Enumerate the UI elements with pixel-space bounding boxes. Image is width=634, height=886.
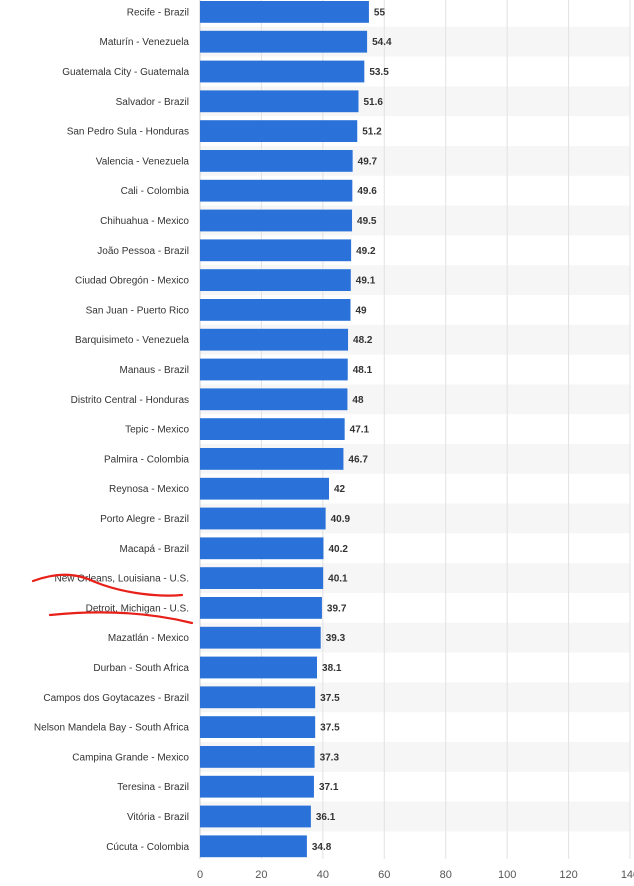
bar (200, 626, 321, 649)
bar (200, 477, 329, 500)
annotation-underline-detroit (48, 611, 194, 625)
category-label: Tepic - Mexico (125, 425, 189, 436)
bar (200, 90, 359, 113)
x-tick-label: 40 (317, 869, 329, 881)
value-label: 55 (374, 7, 386, 18)
bar (200, 239, 352, 262)
category-label: Campina Grande - Mexico (72, 752, 189, 763)
category-label: Barquisimeto - Venezuela (75, 335, 189, 346)
category-label: Nelson Mandela Bay - South Africa (34, 723, 190, 734)
value-label: 36.1 (316, 812, 336, 823)
value-label: 42 (334, 484, 346, 495)
value-label: 37.5 (320, 723, 340, 734)
category-label: Chihuahua - Mexico (100, 216, 189, 227)
bar (200, 656, 318, 679)
value-label: 39.3 (326, 633, 346, 644)
category-label: San Pedro Sula - Honduras (67, 127, 189, 138)
category-label: Teresina - Brazil (117, 782, 189, 793)
value-label: 37.5 (320, 693, 340, 704)
category-label: Maturín - Venezuela (100, 37, 190, 48)
bar (200, 1, 369, 23)
value-label: 48 (352, 395, 364, 406)
bar (200, 686, 316, 709)
value-label: 49 (356, 305, 368, 316)
value-label: 49.2 (356, 246, 376, 257)
bar (200, 567, 324, 589)
bar (200, 507, 326, 530)
bar (200, 418, 345, 440)
bar (200, 179, 353, 202)
value-label: 49.1 (356, 276, 376, 287)
bar (200, 448, 344, 470)
value-label: 38.1 (322, 663, 342, 674)
value-label: 51.6 (363, 97, 383, 108)
category-label: Cali - Colombia (121, 186, 190, 197)
category-label: New Orleans, Louisiana - U.S. (54, 574, 189, 585)
category-label: Distrito Central - Honduras (71, 395, 189, 406)
bar (200, 60, 365, 83)
category-label: Valencia - Venezuela (96, 156, 190, 167)
category-label: Campos dos Goytacazes - Brazil (43, 693, 189, 704)
bar (200, 746, 315, 768)
bar (200, 358, 348, 381)
value-label: 48.1 (353, 365, 373, 376)
value-label: 40.9 (331, 514, 351, 525)
category-label: João Pessoa - Brazil (97, 246, 189, 257)
category-label: Detroit, Michigan - U.S. (86, 603, 189, 614)
bar (200, 716, 316, 738)
value-label: 49.7 (358, 156, 378, 167)
bar (200, 209, 353, 232)
bar (200, 835, 307, 858)
category-label: Reynosa - Mexico (109, 484, 189, 495)
value-label: 48.2 (353, 335, 373, 346)
category-label: Ciudad Obregón - Mexico (75, 276, 189, 287)
bar (200, 597, 322, 619)
value-label: 51.2 (362, 127, 382, 138)
category-label: Durban - South Africa (93, 663, 189, 674)
x-tick-label: 140 (621, 869, 634, 881)
value-label: 39.7 (327, 603, 347, 614)
value-label: 47.1 (350, 425, 370, 436)
bar (200, 150, 353, 172)
value-label: 49.5 (357, 216, 377, 227)
category-label: Guatemala City - Guatemala (62, 67, 189, 78)
x-tick-label: 20 (255, 869, 267, 881)
annotation-underline-new-orleans (31, 573, 184, 597)
category-label: Salvador - Brazil (116, 97, 189, 108)
bar (200, 269, 351, 291)
value-label: 46.7 (348, 454, 368, 465)
bar (200, 388, 348, 411)
bar (200, 775, 314, 798)
category-label: San Juan - Puerto Rico (86, 305, 190, 316)
x-tick-label: 120 (559, 869, 577, 881)
value-label: 54.4 (372, 37, 392, 48)
bar (200, 299, 351, 321)
category-label: Macapá - Brazil (120, 544, 189, 555)
value-label: 40.2 (328, 544, 348, 555)
bar (200, 120, 358, 142)
bar (200, 537, 324, 560)
x-tick-label: 100 (498, 869, 516, 881)
category-label: Cúcuta - Colombia (106, 842, 189, 853)
x-tick-label: 80 (440, 869, 452, 881)
value-label: 40.1 (328, 574, 348, 585)
value-label: 49.6 (357, 186, 377, 197)
value-label: 34.8 (312, 842, 332, 853)
x-tick-label: 0 (197, 869, 203, 881)
category-label: Vitória - Brazil (127, 812, 189, 823)
category-label: Mazatlán - Mexico (108, 633, 190, 644)
value-label: 37.1 (319, 782, 339, 793)
value-label: 37.3 (320, 752, 340, 763)
x-tick-label: 60 (378, 869, 390, 881)
category-label: Palmira - Colombia (104, 454, 189, 465)
category-label: Recife - Brazil (127, 7, 189, 18)
category-label: Porto Alegre - Brazil (100, 514, 189, 525)
bar (200, 30, 368, 53)
bar (200, 805, 311, 828)
bar (200, 328, 349, 351)
category-label: Manaus - Brazil (120, 365, 189, 376)
value-label: 53.5 (369, 67, 389, 78)
